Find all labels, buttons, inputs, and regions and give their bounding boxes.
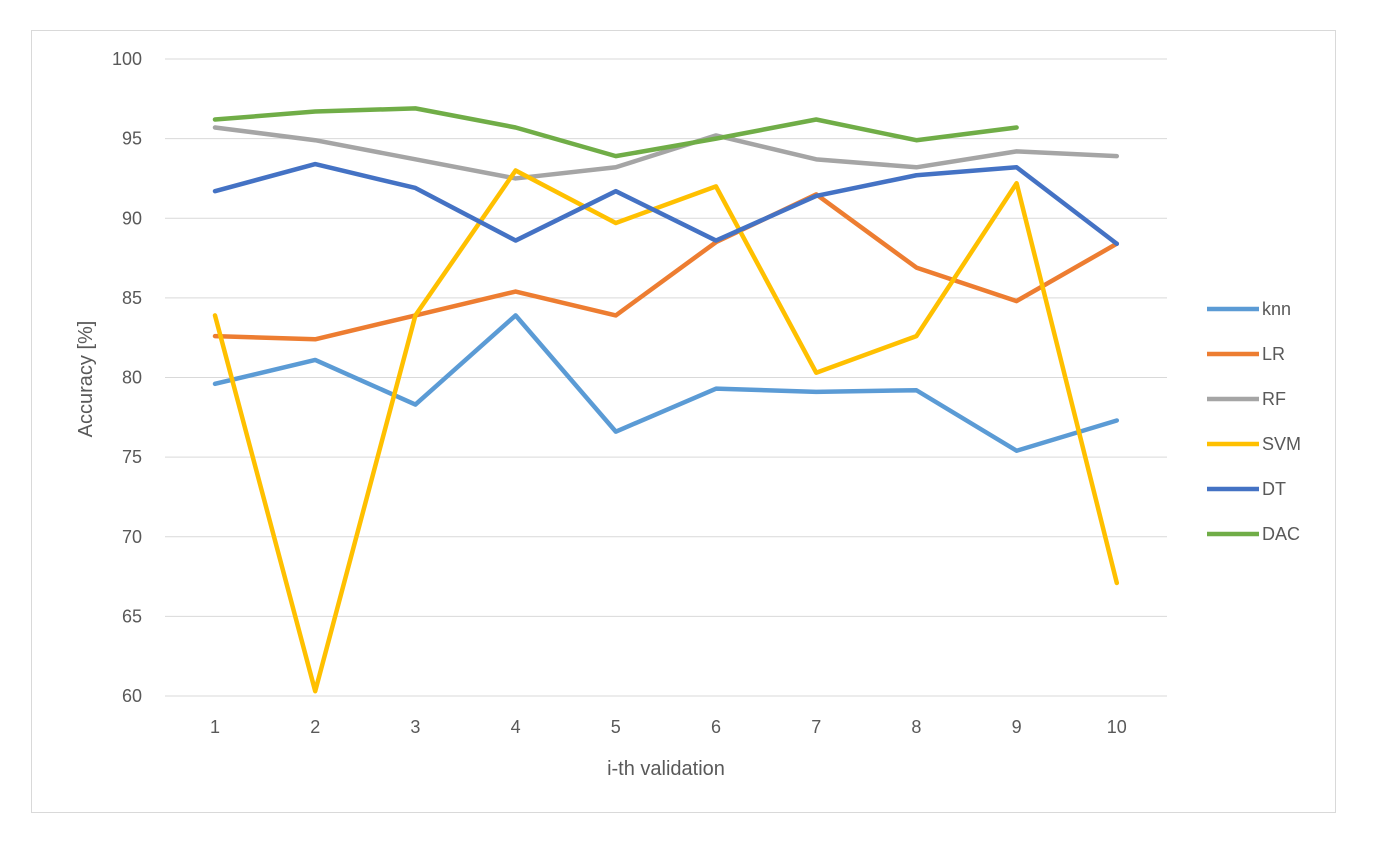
series-line-dt xyxy=(212,161,1120,246)
x-tick-label: 2 xyxy=(310,717,320,737)
y-tick-label: 75 xyxy=(122,447,142,467)
x-tick-label: 3 xyxy=(410,717,420,737)
x-tick-label: 4 xyxy=(511,717,521,737)
series-line-lr xyxy=(212,192,1120,342)
legend-label-rf: RF xyxy=(1262,389,1286,409)
series-line-knn xyxy=(212,313,1120,454)
y-tick-label: 80 xyxy=(122,368,142,388)
y-tick-label: 70 xyxy=(122,527,142,547)
x-tick-label: 1 xyxy=(210,717,220,737)
x-axis-ticks: 1 2 3 4 5 6 7 8 9 10 xyxy=(210,717,1127,737)
x-tick-label: 5 xyxy=(611,717,621,737)
legend: knn LR RF SVM DT DAC xyxy=(1207,299,1301,544)
series-line-svm xyxy=(212,168,1120,694)
x-tick-label: 6 xyxy=(711,717,721,737)
y-tick-label: 85 xyxy=(122,288,142,308)
chart-area: 60 65 70 75 80 85 90 95 100 1 2 3 4 5 6 7 8 9 10 Accuracy… xyxy=(31,30,1336,813)
gridlines xyxy=(165,58,1167,697)
y-tick-label: 90 xyxy=(122,208,142,228)
x-tick-label: 8 xyxy=(911,717,921,737)
y-tick-label: 100 xyxy=(112,49,142,69)
y-tick-label: 65 xyxy=(122,606,142,626)
legend-label-knn: knn xyxy=(1262,299,1291,319)
legend-label-dac: DAC xyxy=(1262,524,1300,544)
series-line-rf xyxy=(212,125,1120,181)
x-axis-title: i-th validation xyxy=(607,758,725,780)
y-axis-title: Accuracy [%] xyxy=(75,321,97,438)
x-tick-label: 7 xyxy=(811,717,821,737)
y-tick-label: 95 xyxy=(122,129,142,149)
line-chart: 60 65 70 75 80 85 90 95 100 1 2 3 4 5 6 7 8 9 10 Accuracy… xyxy=(75,49,1301,780)
legend-label-dt: DT xyxy=(1262,479,1286,499)
legend-label-lr: LR xyxy=(1262,344,1285,364)
legend-label-svm: SVM xyxy=(1262,434,1301,454)
y-tick-label: 60 xyxy=(122,686,142,706)
series-lines xyxy=(212,106,1120,694)
series-line-dac xyxy=(212,106,1019,159)
x-tick-label: 9 xyxy=(1012,717,1022,737)
x-tick-label: 10 xyxy=(1107,717,1127,737)
y-axis-ticks: 60 65 70 75 80 85 90 95 100 xyxy=(112,49,142,706)
